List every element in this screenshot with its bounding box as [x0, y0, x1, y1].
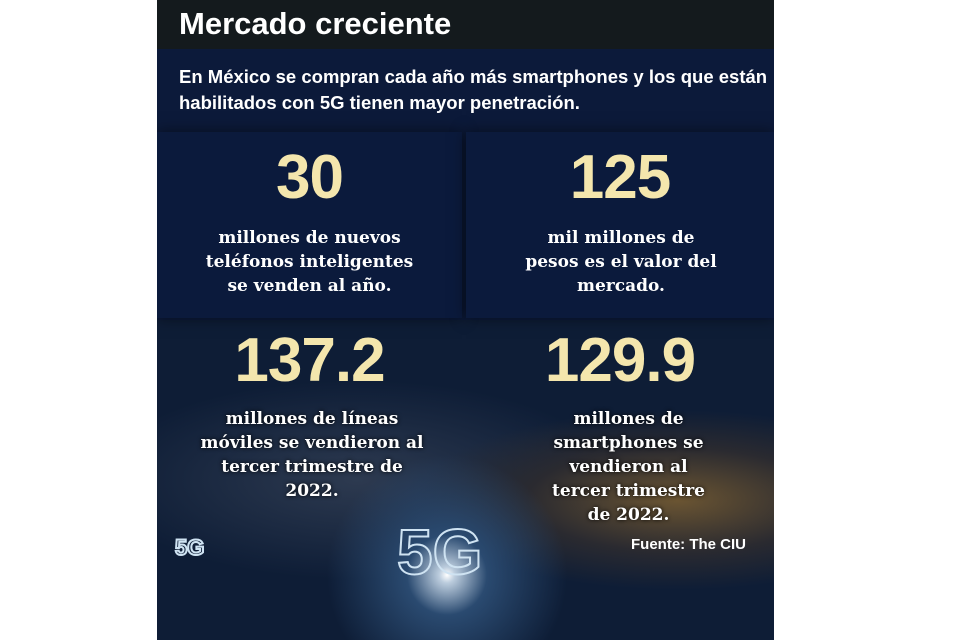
5g-badge-small: 5G [174, 534, 205, 561]
stat-text: millones de líneas móviles se vendieron … [200, 409, 424, 501]
stat-card: 30 millones de nuevos teléfonos intelige… [157, 132, 462, 318]
stat-text: mil millones de pesos es el valor del me… [525, 228, 717, 296]
stat-value: 129.9 [544, 326, 696, 395]
stat-value: 30 [276, 143, 344, 212]
5g-logo: 5G [396, 515, 483, 589]
intro-text: En México se compran cada año más smartp… [179, 66, 768, 113]
title: Mercado creciente [179, 6, 452, 41]
stat-card: 125 mil millones de pesos es el valor de… [466, 132, 774, 318]
stat-text: millones de smartphones se vendieron al … [552, 409, 705, 525]
source-credit: Fuente: The CIU [631, 536, 746, 553]
stat-text: millones de nuevos teléfonos inteligente… [205, 228, 414, 296]
infographic: Mercado creciente En México se compran c… [157, 0, 774, 640]
stat-card: 129.9 millones de smartphones se vendier… [466, 325, 774, 525]
stat-value: 137.2 [234, 326, 385, 395]
stat-value: 125 [569, 143, 671, 212]
header-bar: Mercado creciente [157, 0, 774, 49]
night-map-background [157, 320, 774, 640]
stat-card: 137.2 millones de líneas móviles se vend… [157, 325, 462, 501]
